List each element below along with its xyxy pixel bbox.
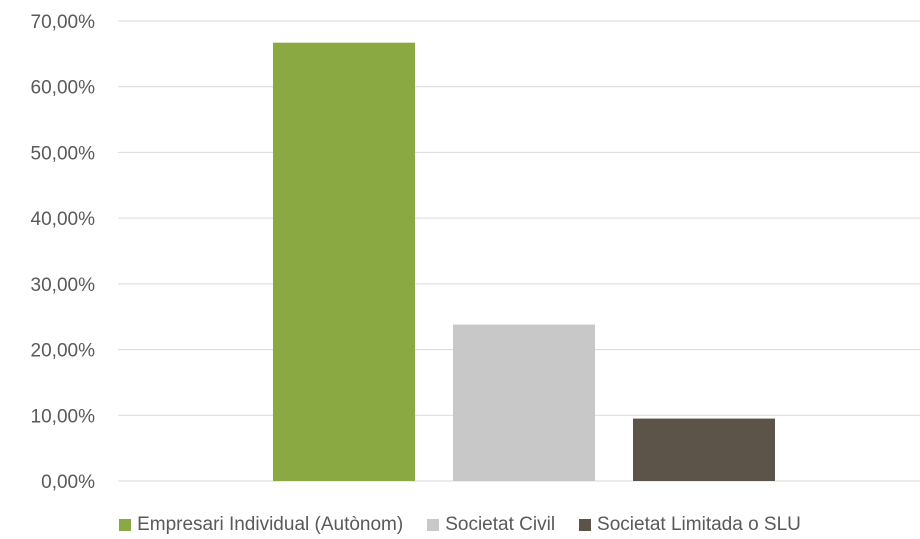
legend-label-societat-limitada: Societat Limitada o SLU (597, 514, 801, 535)
y-tick-label: 70,00% (31, 12, 96, 33)
legend-swatch-societat-limitada (579, 519, 592, 531)
bar-1 (453, 324, 595, 481)
legend-label-societat-civil: Societat Civil (445, 514, 556, 535)
legend: Empresari Individual (Autònom) Societat … (0, 512, 920, 538)
legend-item-empresari-individual: Empresari Individual (Autònom) (119, 514, 403, 536)
legend-swatch-empresari-individual (119, 519, 132, 531)
y-tick-label: 10,00% (31, 406, 96, 427)
y-tick-label: 0,00% (41, 472, 95, 493)
legend-item-societat-civil: Societat Civil (427, 514, 555, 536)
bars (273, 42, 775, 481)
y-tick-label: 60,00% (31, 78, 96, 99)
y-tick-label: 40,00% (31, 209, 96, 230)
y-tick-label: 50,00% (31, 143, 96, 164)
y-tick-label: 20,00% (31, 341, 96, 362)
legend-label-empresari-individual: Empresari Individual (Autònom) (137, 514, 404, 535)
bar-0 (273, 42, 415, 481)
y-tick-label: 30,00% (31, 275, 96, 296)
bar-2 (633, 418, 775, 481)
y-axis-ticks: 0,00% 10,00% 20,00% 30,00% 40,00% 50,00% 60,00… (31, 12, 96, 493)
legend-item-societat-limitada: Societat Limitada o SLU (579, 514, 801, 536)
legend-swatch-societat-civil (427, 519, 440, 531)
